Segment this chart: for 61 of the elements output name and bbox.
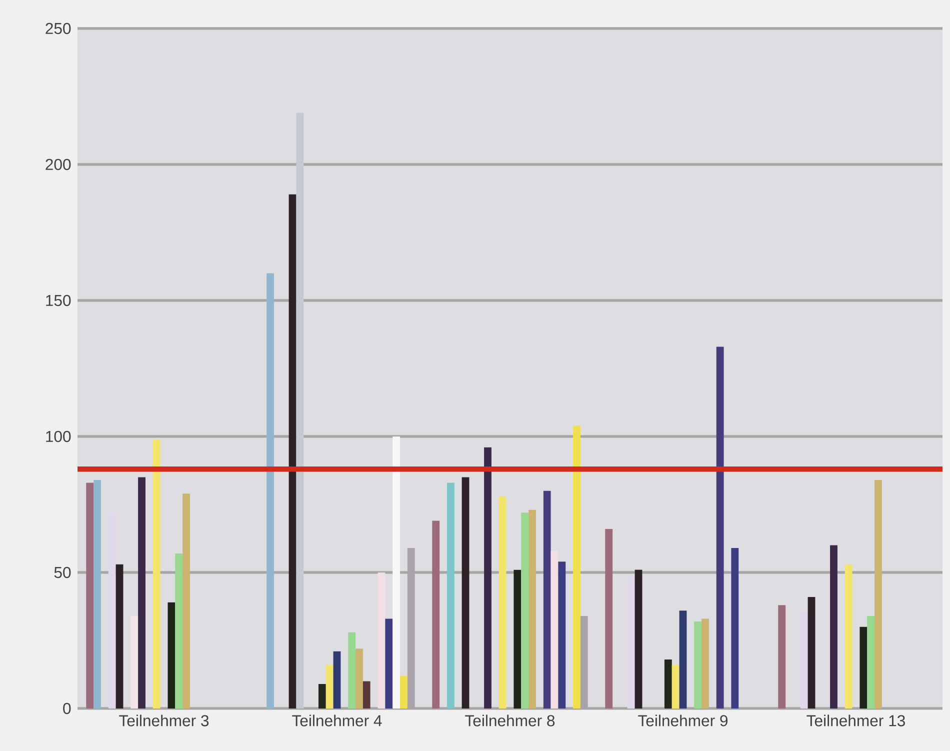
bar <box>702 618 709 708</box>
bar <box>543 490 551 708</box>
bar <box>808 596 816 708</box>
y-tick-label: 200 <box>46 158 71 170</box>
bar <box>679 610 687 708</box>
bar <box>498 496 506 708</box>
x-tick-label: Teilnehmer 8 <box>465 714 555 726</box>
bar <box>573 426 580 708</box>
y-tick-label: 100 <box>46 430 71 442</box>
bar <box>778 605 786 708</box>
bar <box>874 480 882 708</box>
bar <box>86 482 94 708</box>
x-tick-label: Teilnehmer 13 <box>806 714 905 726</box>
bar <box>605 528 613 708</box>
bar <box>694 621 702 708</box>
bar <box>672 664 680 708</box>
bar <box>844 564 852 708</box>
bar <box>94 480 101 708</box>
bar <box>138 477 146 708</box>
bar <box>664 660 672 708</box>
bar <box>378 572 386 708</box>
bar <box>385 618 393 708</box>
bar <box>182 494 190 708</box>
bar <box>326 664 334 708</box>
x-tick-label: Teilnehmer 4 <box>292 714 382 726</box>
bar <box>860 626 868 708</box>
bar <box>392 436 400 708</box>
x-tick-label: Teilnehmer 3 <box>119 714 209 726</box>
bar <box>830 545 838 708</box>
bar <box>168 602 176 708</box>
bar <box>550 550 558 708</box>
bar <box>462 477 470 708</box>
bar <box>514 570 522 708</box>
bar <box>528 510 536 708</box>
bar <box>400 676 408 708</box>
bar <box>716 346 724 708</box>
bar <box>288 194 296 708</box>
bar <box>362 681 370 708</box>
bar <box>558 562 566 708</box>
bar <box>116 564 124 708</box>
bar <box>432 520 440 708</box>
bar <box>634 570 642 708</box>
bar <box>348 632 356 708</box>
y-tick-label: 0 <box>63 702 71 714</box>
bar <box>318 684 326 708</box>
x-tick-label: Teilnehmer 9 <box>638 714 728 726</box>
bar <box>484 447 492 708</box>
bar <box>356 648 363 708</box>
bar <box>446 482 454 708</box>
bar <box>867 616 875 708</box>
bar <box>521 512 529 708</box>
bar <box>731 548 739 708</box>
bar <box>152 439 160 708</box>
bar <box>266 273 274 708</box>
y-tick-label: 250 <box>46 22 71 34</box>
y-tick-label: 150 <box>46 294 71 306</box>
bar <box>175 553 183 708</box>
bar <box>296 112 304 708</box>
bar <box>333 651 341 708</box>
y-tick-label: 50 <box>54 566 71 578</box>
bar <box>130 616 138 708</box>
